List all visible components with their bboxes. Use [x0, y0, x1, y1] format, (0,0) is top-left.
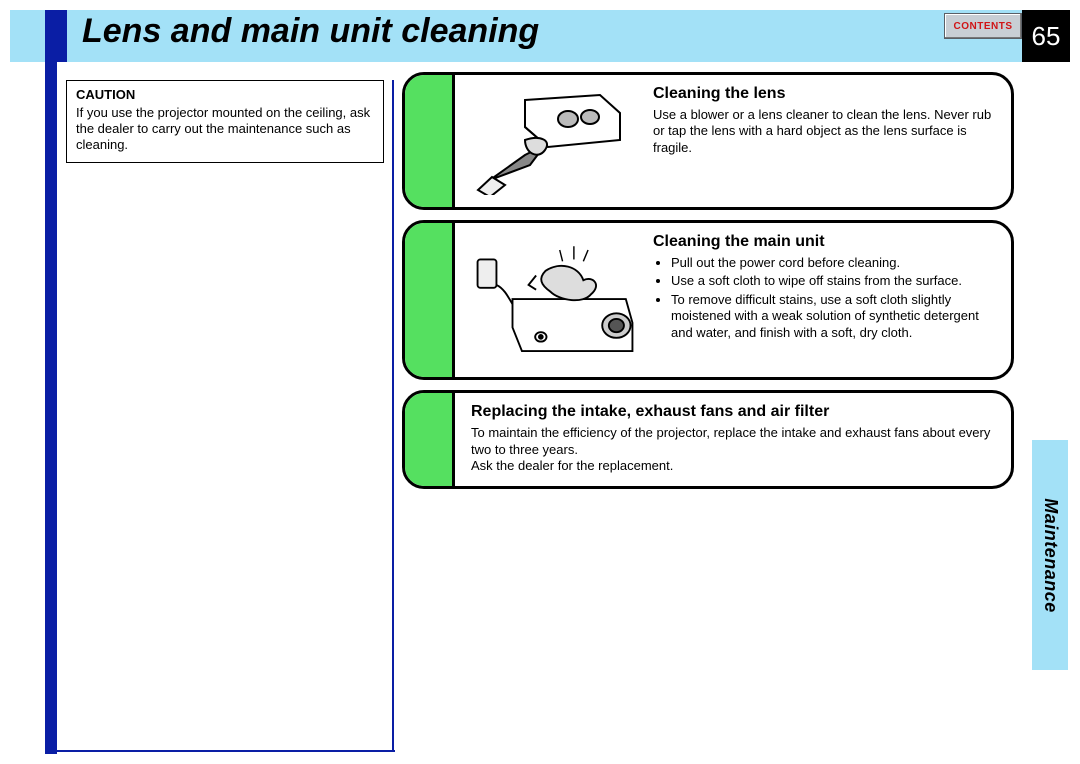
- card-title: Cleaning the lens: [653, 85, 997, 103]
- section-side-tab: Maintenance: [1032, 440, 1068, 670]
- card-cleaning-lens: Cleaning the lens Use a blower or a lens…: [402, 72, 1014, 210]
- page-title: Lens and main unit cleaning: [82, 12, 539, 51]
- caution-box: CAUTION If you use the projector mounted…: [66, 80, 384, 163]
- contents-button[interactable]: CONTENTS: [944, 13, 1022, 39]
- list-item: To remove difficult stains, use a soft c…: [671, 292, 997, 341]
- card-body-text: Use a blower or a lens cleaner to clean …: [653, 107, 997, 156]
- bottom-rule: [45, 750, 395, 752]
- card-replacing-fans: Replacing the intake, exhaust fans and a…: [402, 390, 1014, 489]
- card-accent-strip: [405, 393, 455, 486]
- card-cleaning-main-unit: Cleaning the main unit Pull out the powe…: [402, 220, 1014, 380]
- caution-text: If you use the projector mounted on the …: [76, 105, 374, 153]
- column-divider: [392, 80, 394, 752]
- caution-title: CAUTION: [76, 87, 374, 102]
- projector-wipe-icon: [465, 233, 645, 365]
- page-number-box: 65: [1022, 10, 1070, 62]
- card-bullet-list: Pull out the power cord before cleaning.…: [653, 255, 997, 341]
- right-column: Cleaning the lens Use a blower or a lens…: [402, 72, 1026, 499]
- list-item: Pull out the power cord before cleaning.: [671, 255, 997, 271]
- lens-clean-icon: [465, 85, 645, 195]
- title-accent-block: [45, 10, 67, 62]
- card-body-text: To maintain the efficiency of the projec…: [471, 425, 995, 474]
- card-title: Cleaning the main unit: [653, 233, 997, 251]
- list-item: Use a soft cloth to wipe off stains from…: [671, 273, 997, 289]
- card-body-text: Pull out the power cord before cleaning.…: [653, 255, 997, 341]
- top-banner: Lens and main unit cleaning: [10, 10, 1070, 62]
- contents-button-label: CONTENTS: [954, 21, 1013, 32]
- left-vertical-rule: [45, 62, 57, 754]
- page-number: 65: [1032, 21, 1061, 52]
- page-root: Lens and main unit cleaning CONTENTS 65 …: [0, 0, 1080, 764]
- section-side-tab-label: Maintenance: [1040, 498, 1061, 613]
- card-title: Replacing the intake, exhaust fans and a…: [471, 403, 995, 421]
- card-accent-strip: [405, 75, 455, 207]
- card-accent-strip: [405, 223, 455, 377]
